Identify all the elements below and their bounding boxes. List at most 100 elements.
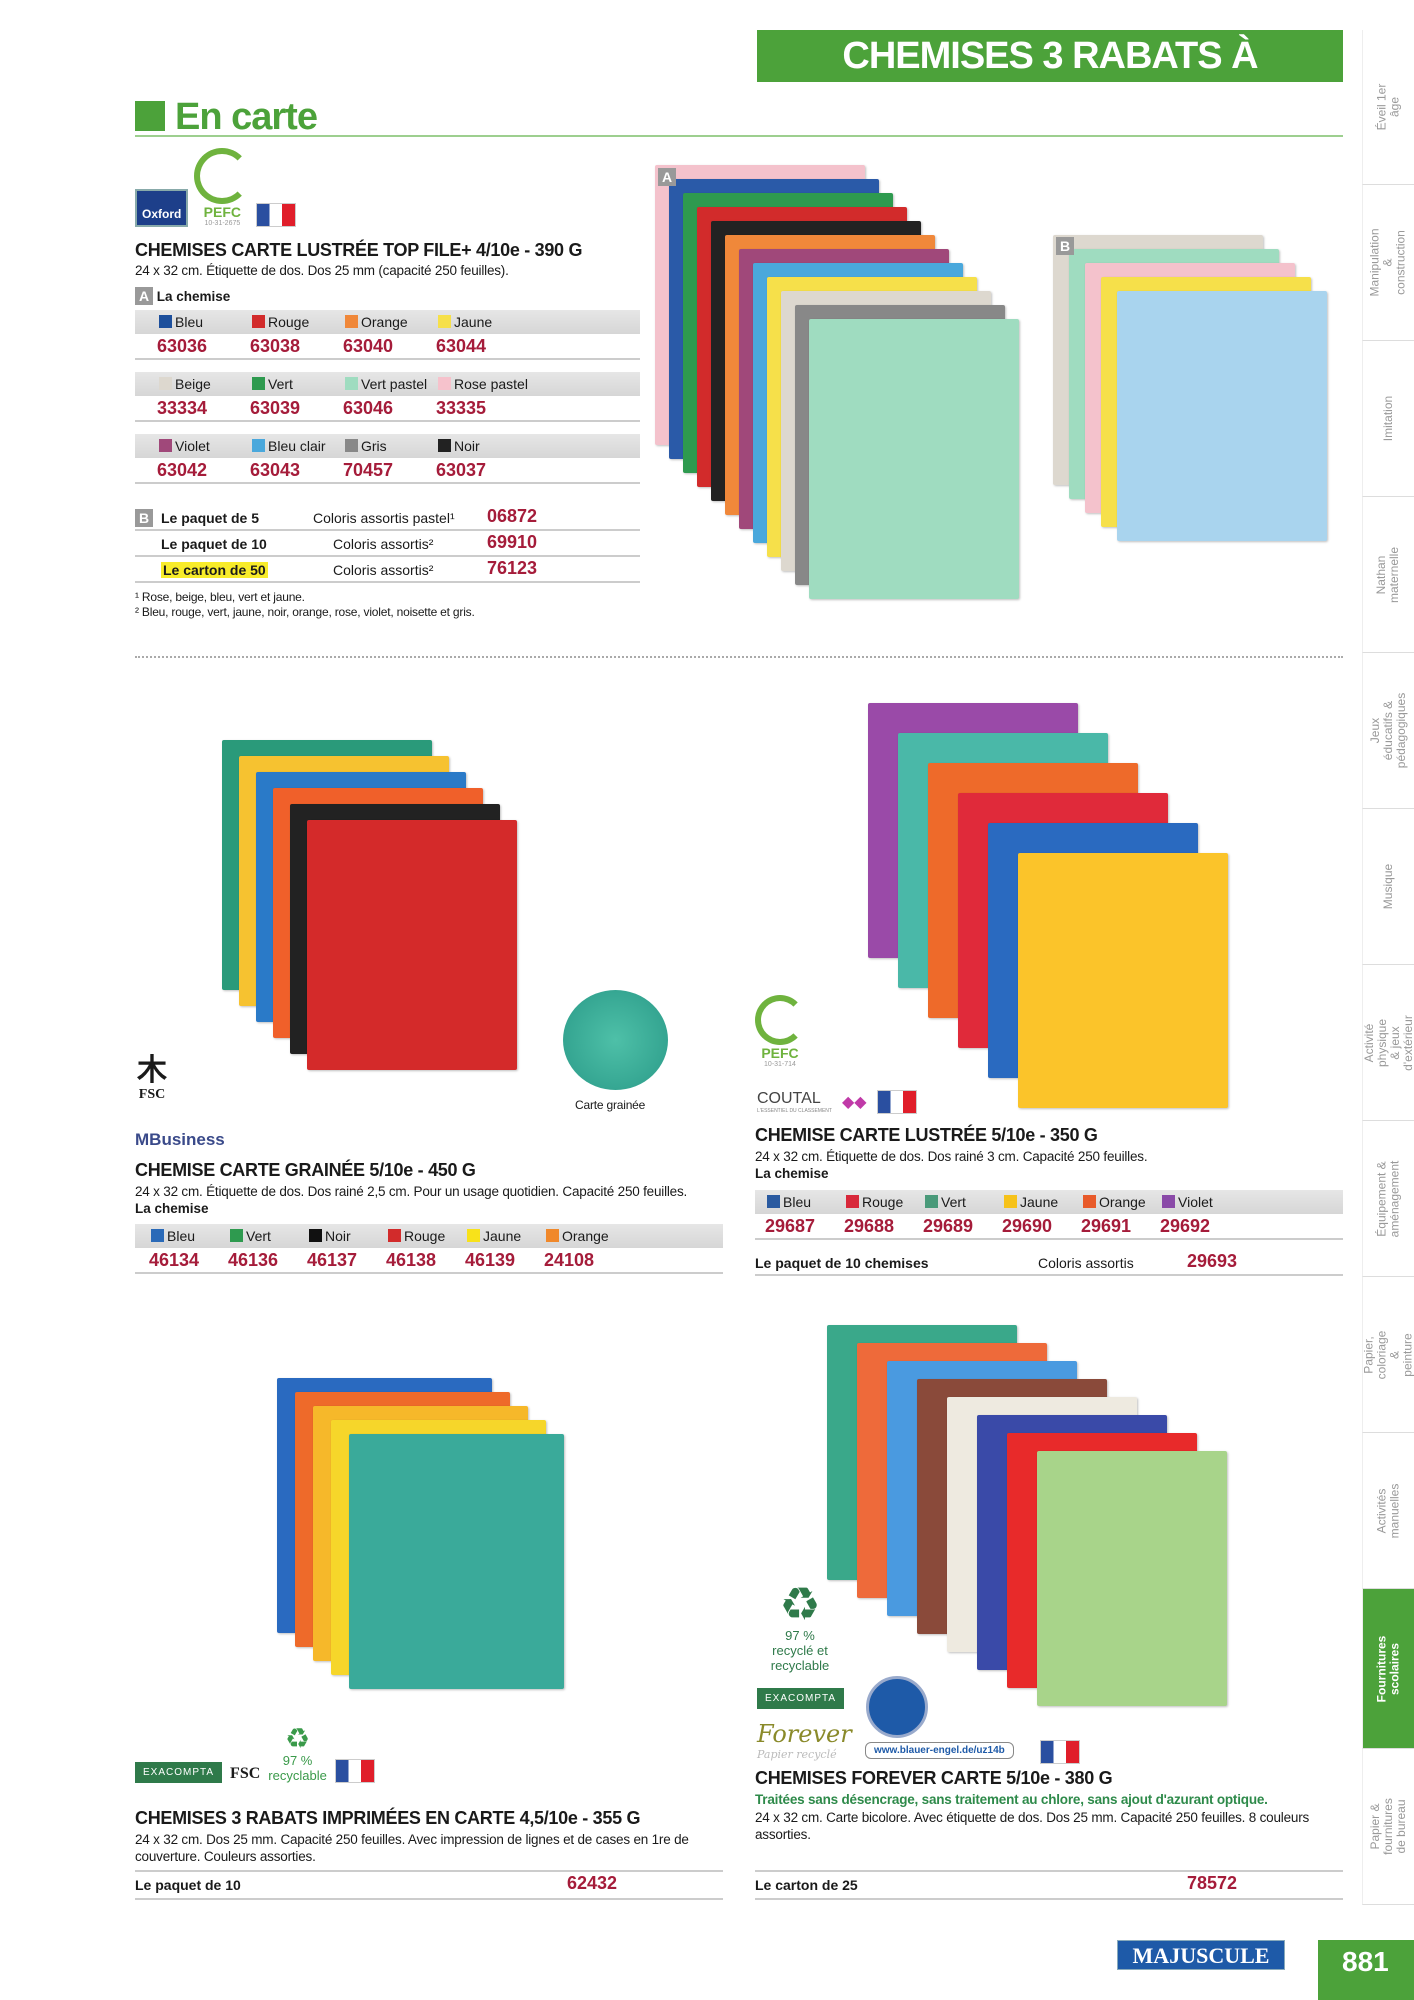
badge-b: B — [135, 509, 153, 527]
pack-row: Le paquet de 10 chemises Coloris assortis… — [755, 1250, 1343, 1276]
color-option: Vert — [252, 376, 293, 392]
reference-number[interactable]: 63044 — [436, 336, 487, 356]
reference-number[interactable]: 63046 — [343, 398, 394, 418]
pack-row: Le carton de 25 78572 — [755, 1870, 1343, 1900]
pack-colors: Coloris assortis² — [333, 562, 434, 578]
reference-number[interactable]: 33334 — [157, 398, 208, 418]
variant-heading: La chemise — [755, 1166, 829, 1181]
reference-number[interactable]: 46136 — [228, 1250, 279, 1270]
reference-number[interactable]: 63038 — [250, 336, 301, 356]
sidebar-tab[interactable]: Activité physique & jeux d'extérieur — [1362, 965, 1414, 1121]
majuscule-logo: MAJUSCULE — [1117, 1940, 1285, 1970]
product-desc: 24 x 32 cm. Étiquette de dos. Dos rainé … — [755, 1149, 1148, 1164]
color-swatch-icon — [309, 1229, 322, 1242]
reference-number[interactable]: 29691 — [1081, 1216, 1132, 1236]
color-swatch-icon — [252, 439, 265, 452]
color-option: Beige — [159, 376, 211, 392]
color-option: Bleu — [767, 1194, 811, 1210]
reference-number[interactable]: 29687 — [765, 1216, 816, 1236]
reference-number[interactable]: 46134 — [149, 1250, 200, 1270]
grain-swatch — [563, 990, 668, 1090]
color-swatch-icon — [151, 1229, 164, 1242]
color-swatch-icon — [925, 1195, 938, 1208]
reference-number[interactable]: 24108 — [544, 1250, 595, 1270]
reference-number[interactable]: 33335 — [436, 398, 487, 418]
reference-number[interactable]: 63043 — [250, 460, 301, 480]
color-swatch-icon — [438, 315, 451, 328]
image-label-b: B — [1056, 237, 1074, 255]
color-swatch-icon — [345, 439, 358, 452]
section-heading: En carte — [135, 96, 318, 139]
reference-number[interactable]: 29692 — [1160, 1216, 1211, 1236]
p1-logos: Oxford PEFC 10-31-2675 — [135, 148, 297, 227]
sidebar-tab[interactable]: Manipulation & construction — [1362, 185, 1414, 341]
reference-number[interactable]: 06872 — [487, 506, 538, 526]
color-swatch-icon — [438, 377, 451, 390]
color-option: Vert pastel — [345, 376, 427, 392]
divider — [135, 135, 1343, 137]
sidebar-tab[interactable]: Fournitures scolaires — [1362, 1589, 1414, 1749]
folder — [307, 820, 517, 1070]
color-option: Bleu clair — [252, 438, 326, 454]
folder — [1037, 1451, 1227, 1706]
reference-number[interactable]: 29690 — [1002, 1216, 1053, 1236]
product-desc: 24 x 32 cm. Carte bicolore. Avec étiquet… — [755, 1810, 1310, 1842]
sidebar-tab[interactable]: Activités manuelles — [1362, 1433, 1414, 1589]
exacompta-logo: EXACOMPTA — [135, 1762, 223, 1783]
color-option: Rouge — [252, 314, 309, 330]
product-desc: 24 x 32 cm. Dos 25 mm. Capacité 250 feui… — [135, 1832, 689, 1864]
eco-highlight: Traitées sans désencrage, sans traitemen… — [755, 1792, 1268, 1807]
product-image-a — [655, 165, 1040, 615]
sidebar-tab[interactable]: Papier & fournitures de bureau — [1362, 1749, 1414, 1905]
reference-number[interactable]: 69910 — [487, 532, 538, 552]
french-flag-icon — [876, 1090, 917, 1114]
sidebar-tab[interactable]: Jeux éducatifs & pédagogiques — [1362, 653, 1414, 809]
reference-number[interactable]: 63040 — [343, 336, 394, 356]
reference-number[interactable]: 76123 — [487, 558, 538, 578]
color-swatch-icon — [1004, 1195, 1017, 1208]
sidebar-tab[interactable]: Papier, coloriage & peinture — [1362, 1277, 1414, 1433]
reference-number[interactable]: 63039 — [250, 398, 301, 418]
color-option: Jaune — [438, 314, 492, 330]
image-label-a: A — [658, 168, 676, 186]
sidebar-tab[interactable]: Musique — [1362, 809, 1414, 965]
product-image — [222, 740, 547, 1085]
sidebar-tab[interactable]: Éveil 1er âge — [1362, 30, 1414, 185]
reference-number[interactable]: 63036 — [157, 336, 208, 356]
color-option: Noir — [309, 1228, 351, 1244]
color-swatch-icon — [438, 439, 451, 452]
color-option: Jaune — [467, 1228, 521, 1244]
pack-row: Le paquet de 10 Coloris assortis² 69910 — [135, 531, 640, 557]
fsc-logo: FSC — [230, 1765, 261, 1782]
color-option: Orange — [546, 1228, 609, 1244]
sidebar-tab[interactable]: Imitation — [1362, 341, 1414, 497]
product-image — [827, 1325, 1227, 1706]
pack-row: Le carton de 50 Coloris assortis² 76123 — [135, 557, 640, 583]
product-title: CHEMISES FOREVER CARTE 5/10e - 380 G — [755, 1768, 1113, 1788]
color-swatch-icon — [252, 315, 265, 328]
color-option: Rose pastel — [438, 376, 528, 392]
variant-heading: A La chemise — [135, 287, 230, 305]
reference-number[interactable]: 29688 — [844, 1216, 895, 1236]
reference-number[interactable]: 70457 — [343, 460, 394, 480]
pack-colors: Coloris assortis² — [333, 536, 434, 552]
product-title: CHEMISE CARTE LUSTRÉE 5/10e - 350 G — [755, 1125, 1098, 1145]
product-title: CHEMISE CARTE GRAINÉE 5/10e - 450 G — [135, 1160, 476, 1180]
reference-number[interactable]: 46137 — [307, 1250, 358, 1270]
color-option: Bleu — [159, 314, 203, 330]
reference-number[interactable]: 46139 — [465, 1250, 516, 1270]
product-desc: 24 x 32 cm. Étiquette de dos. Dos 25 mm … — [135, 263, 509, 278]
color-row: Beige Vert Vert pastel Rose pastel — [135, 372, 640, 396]
p4-logos: EXACOMPTA FSC ♻ 97 % recyclable — [135, 1725, 375, 1783]
reference-number[interactable]: 63042 — [157, 460, 208, 480]
reference-number[interactable]: 63037 — [436, 460, 487, 480]
color-swatch-icon — [252, 377, 265, 390]
page-title-banner: CHEMISES 3 RABATS À ÉLASTIQUES — [757, 30, 1343, 129]
product-title: CHEMISES 3 RABATS IMPRIMÉES EN CARTE 4,5… — [135, 1808, 641, 1828]
pack-label: Le carton de 50 — [161, 562, 268, 578]
sidebar-tab[interactable]: Nathan maternelle — [1362, 497, 1414, 653]
color-option: Jaune — [1004, 1194, 1058, 1210]
sidebar-tab[interactable]: Équipement & aménagement — [1362, 1121, 1414, 1277]
reference-number[interactable]: 29689 — [923, 1216, 974, 1236]
reference-number[interactable]: 46138 — [386, 1250, 437, 1270]
